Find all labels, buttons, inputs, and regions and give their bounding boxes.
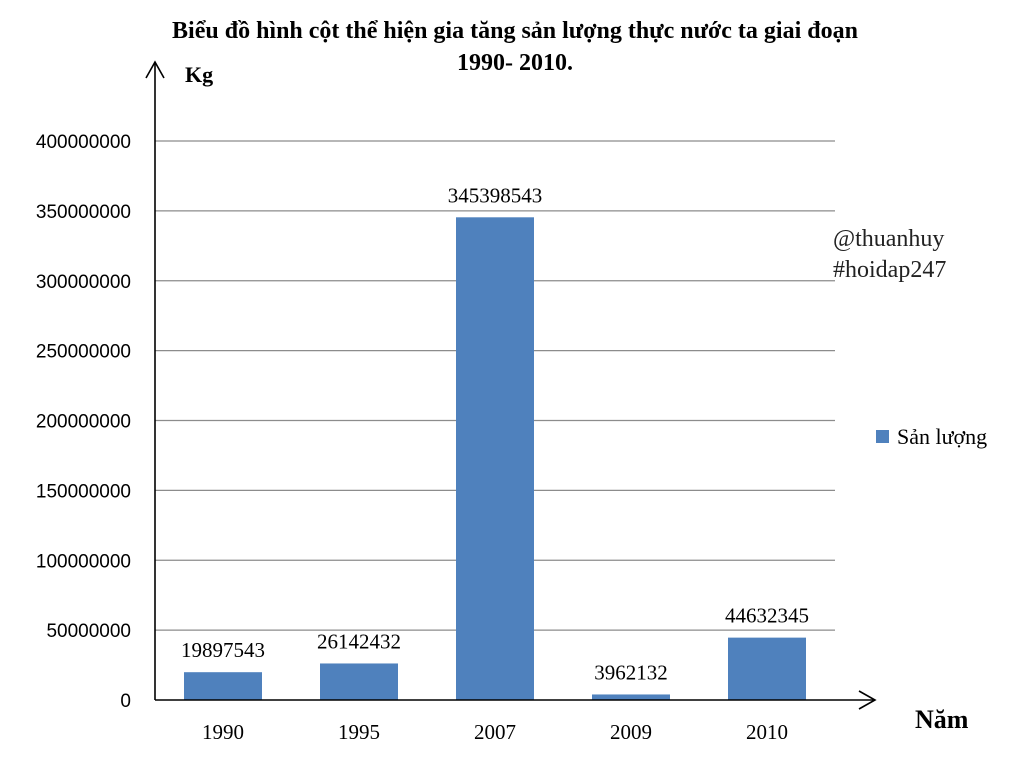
legend-label: Sản lượng [897, 424, 987, 449]
bar-1995 [320, 663, 398, 700]
chart-title-line2: 1990- 2010. [457, 50, 573, 76]
y-tick-label: 150000000 [36, 481, 131, 502]
x-tick-labels: 1990 1995 2007 2009 2010 [202, 720, 788, 744]
y-axis-label: Kg [185, 62, 213, 87]
x-axis-label: Năm [915, 705, 969, 734]
data-labels: 19897543 26142432 345398543 3962132 44632345 [181, 183, 809, 684]
x-tick-label-1995: 1995 [338, 720, 380, 744]
data-label-1990: 19897543 [181, 638, 265, 662]
data-label-2009: 3962132 [594, 660, 668, 684]
data-label-2007: 345398543 [448, 183, 543, 207]
y-tick-labels: 0 50000000 100000000 150000000 200000000 2500… [36, 132, 131, 712]
bar-2010 [728, 637, 806, 700]
bars [184, 217, 806, 700]
y-tick-label: 100000000 [36, 551, 131, 572]
x-tick-label-1990: 1990 [202, 720, 244, 744]
legend-swatch [876, 430, 889, 443]
x-tick-label-2009: 2009 [610, 720, 652, 744]
chart-title-line1: Biểu đồ hình cột thể hiện gia tăng sản l… [172, 18, 858, 44]
y-tick-label: 200000000 [36, 412, 131, 433]
y-tick-label: 400000000 [36, 132, 131, 153]
data-label-2010: 44632345 [725, 604, 809, 628]
y-axis-arrow-icon [145, 60, 165, 79]
bar-2009 [592, 694, 670, 700]
y-tick-label: 250000000 [36, 342, 131, 363]
bar-1990 [184, 672, 262, 700]
y-tick-label: 300000000 [36, 272, 131, 293]
x-tick-label-2007: 2007 [474, 720, 516, 744]
y-tick-label: 50000000 [46, 621, 131, 642]
y-tick-label: 0 [120, 691, 131, 712]
y-tick-label: 350000000 [36, 202, 131, 223]
x-tick-label-2010: 2010 [746, 720, 788, 744]
watermark-line2: #hoidap247 [833, 257, 946, 283]
data-label-1995: 26142432 [317, 629, 401, 653]
watermark-line1: @thuanhuy [833, 226, 944, 252]
x-axis-arrow-icon [858, 690, 877, 710]
bar-2007 [456, 217, 534, 700]
